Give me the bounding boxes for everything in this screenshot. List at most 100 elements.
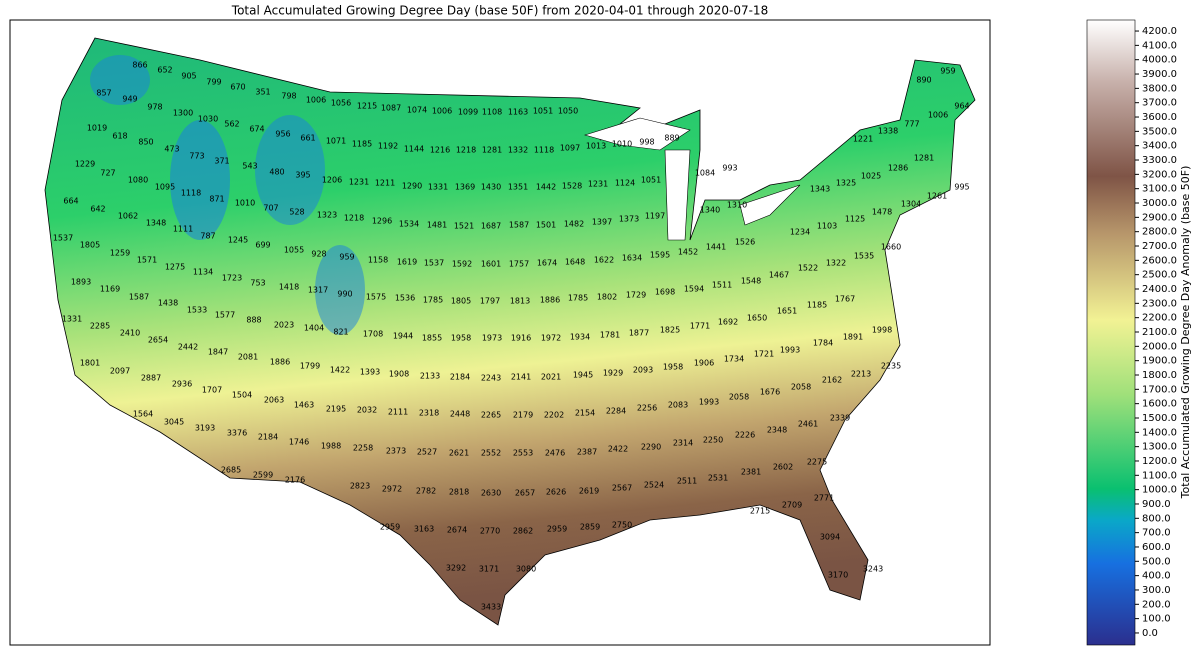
station-value: 3171 xyxy=(479,565,499,574)
station-value: 1215 xyxy=(357,102,377,111)
station-value: 1802 xyxy=(597,293,617,302)
station-value: 1988 xyxy=(321,442,341,451)
station-value: 1056 xyxy=(331,99,351,108)
station-value: 2265 xyxy=(481,411,501,420)
colorbar-tick-label: 1100.0 xyxy=(1142,470,1177,481)
station-value: 1958 xyxy=(451,334,471,343)
station-value: 2476 xyxy=(545,449,565,458)
station-value: 857 xyxy=(96,89,111,98)
station-value: 3376 xyxy=(227,429,247,438)
station-value: 2023 xyxy=(274,321,294,330)
mountain-cold xyxy=(255,115,325,225)
station-value: 1221 xyxy=(853,135,873,144)
station-value: 2176 xyxy=(285,476,305,485)
station-value: 2630 xyxy=(481,489,501,498)
station-value: 670 xyxy=(230,83,245,92)
station-value: 2862 xyxy=(513,527,533,536)
station-value: 1087 xyxy=(381,104,401,113)
station-value: 2621 xyxy=(449,449,469,458)
station-value: 2674 xyxy=(447,526,467,535)
station-value: 1526 xyxy=(735,238,755,247)
station-value: 1296 xyxy=(372,217,392,226)
station-value: 2859 xyxy=(580,523,600,532)
station-value: 1536 xyxy=(395,294,415,303)
station-value: 1813 xyxy=(510,297,530,306)
station-value: 1323 xyxy=(317,211,337,220)
station-value: 2226 xyxy=(735,431,755,440)
station-value: 1594 xyxy=(684,285,704,294)
station-value: 2448 xyxy=(450,410,470,419)
station-value: 1211 xyxy=(375,179,395,188)
station-value: 1908 xyxy=(389,370,409,379)
station-value: 798 xyxy=(281,92,296,101)
colorbar-tick-label: 1500.0 xyxy=(1142,413,1177,424)
colorbar-tick-label: 2600.0 xyxy=(1142,255,1177,266)
station-value: 1708 xyxy=(363,330,383,339)
station-value: 1601 xyxy=(481,260,501,269)
station-value: 2524 xyxy=(644,481,664,490)
station-value: 998 xyxy=(639,138,654,147)
station-value: 1634 xyxy=(622,254,642,263)
station-value: 1300 xyxy=(173,109,193,118)
station-value: 1548 xyxy=(741,277,761,286)
station-value: 871 xyxy=(209,195,224,204)
station-value: 1723 xyxy=(222,274,242,283)
station-value: 2602 xyxy=(773,463,793,472)
station-value: 2081 xyxy=(238,353,258,362)
station-value: 959 xyxy=(339,253,354,262)
station-value: 1084 xyxy=(695,169,715,178)
station-value: 3433 xyxy=(481,603,501,612)
station-value: 1729 xyxy=(626,291,646,300)
station-value: 1660 xyxy=(881,243,901,252)
colorbar-tick-label: 1700.0 xyxy=(1142,384,1177,395)
station-value: 1095 xyxy=(155,183,175,192)
colorbar-tick-label: 2800.0 xyxy=(1142,227,1177,238)
station-value: 850 xyxy=(138,138,153,147)
station-value: 1534 xyxy=(399,220,419,229)
station-value: 1958 xyxy=(663,363,683,372)
station-value: 351 xyxy=(255,88,270,97)
station-value: 1916 xyxy=(511,334,531,343)
station-value: 2527 xyxy=(417,448,437,457)
station-value: 888 xyxy=(246,316,261,325)
station-value: 964 xyxy=(954,102,969,111)
colorbar-label: Total Accumulated Growing Degree Day Ano… xyxy=(1179,166,1192,500)
station-value: 543 xyxy=(242,162,257,171)
station-value: 2887 xyxy=(141,374,161,383)
station-value: 1855 xyxy=(422,334,442,343)
station-value: 395 xyxy=(295,171,310,180)
station-value: 1595 xyxy=(650,251,670,260)
station-value: 2619 xyxy=(579,487,599,496)
station-value: 1993 xyxy=(780,346,800,355)
station-value: 1674 xyxy=(537,259,557,268)
station-value: 1785 xyxy=(423,296,443,305)
station-value: 2654 xyxy=(148,336,168,345)
station-value: 1501 xyxy=(536,221,556,230)
station-value: 1185 xyxy=(352,140,372,149)
station-value: 777 xyxy=(904,120,919,129)
station-value: 1441 xyxy=(706,243,726,252)
station-value: 2818 xyxy=(449,488,469,497)
station-value: 2348 xyxy=(767,426,787,435)
station-value: 1369 xyxy=(455,183,475,192)
colorbar-tick-label: 1600.0 xyxy=(1142,399,1177,410)
station-value: 2959 xyxy=(547,525,567,534)
colorbar-tick-label: 700.0 xyxy=(1142,528,1171,539)
station-value: 3292 xyxy=(446,564,466,573)
station-value: 2823 xyxy=(350,482,370,491)
station-value: 2959 xyxy=(380,523,400,532)
station-value: 1575 xyxy=(366,293,386,302)
station-value: 1055 xyxy=(284,246,304,255)
station-value: 1229 xyxy=(75,160,95,169)
station-value: 2373 xyxy=(386,447,406,456)
station-value: 1797 xyxy=(480,297,500,306)
station-value: 1393 xyxy=(360,368,380,377)
station-value: 1245 xyxy=(228,236,248,245)
station-value: 1158 xyxy=(368,256,388,265)
station-value: 1108 xyxy=(482,108,502,117)
station-value: 2442 xyxy=(178,343,198,352)
station-value: 2422 xyxy=(608,445,628,454)
station-value: 1692 xyxy=(718,318,738,327)
station-value: 1404 xyxy=(304,324,324,333)
station-value: 1124 xyxy=(615,179,635,188)
